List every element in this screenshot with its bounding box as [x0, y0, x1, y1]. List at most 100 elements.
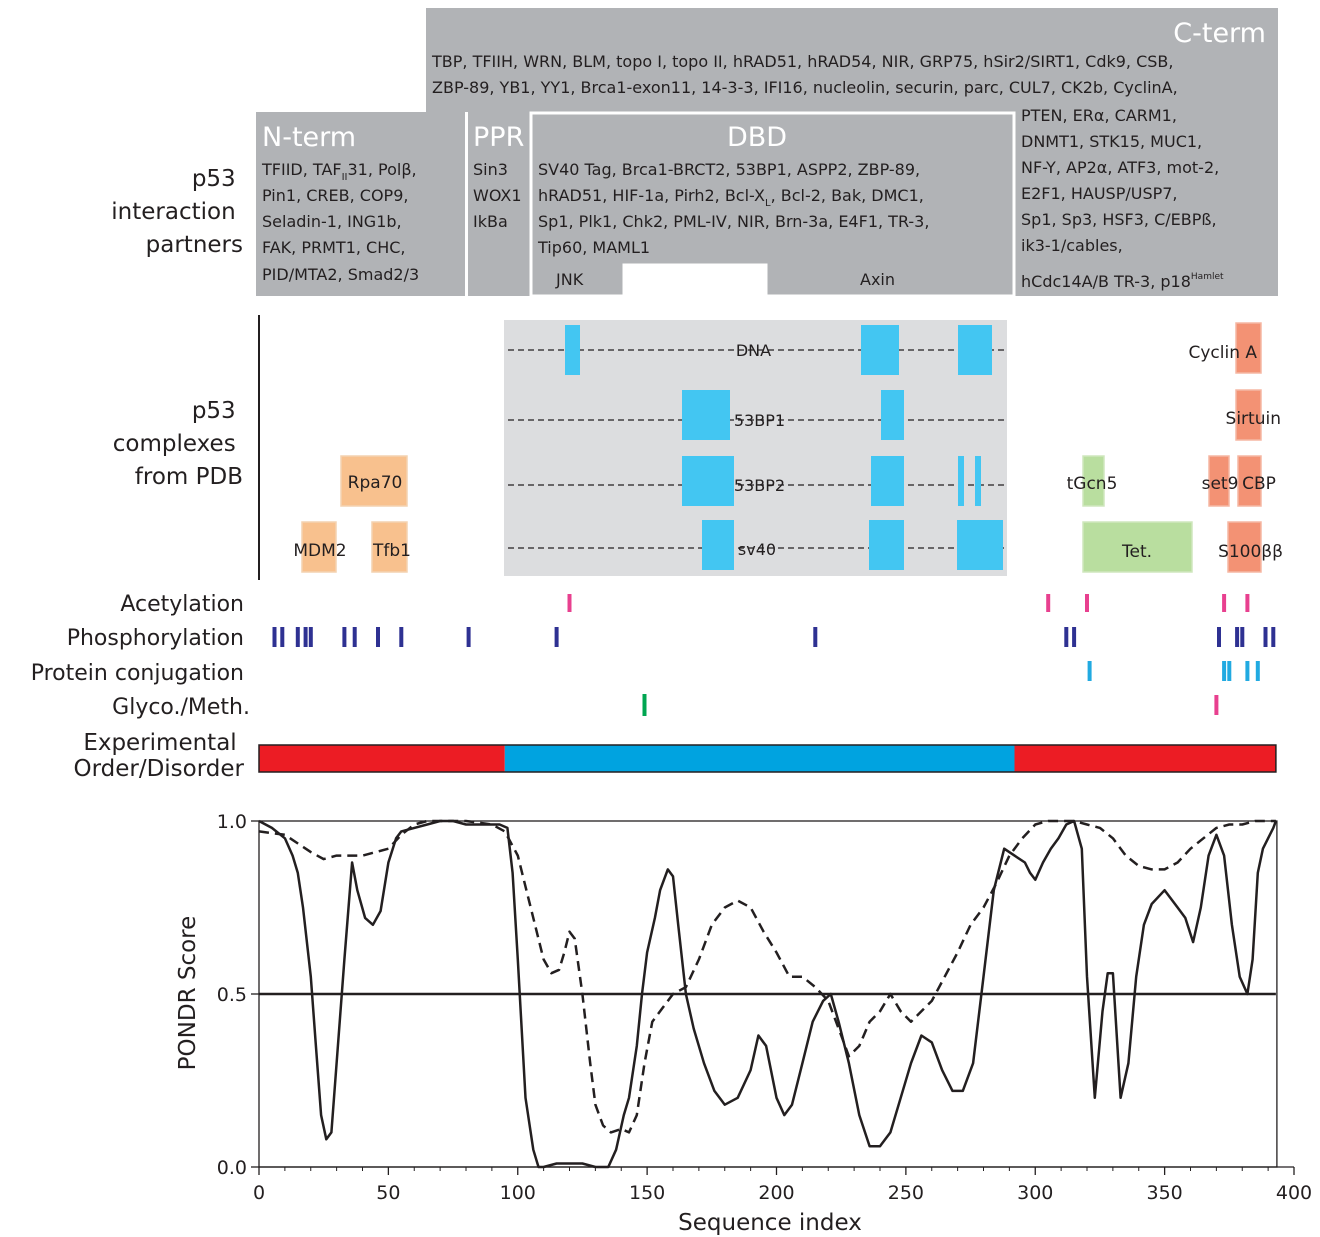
chart-series: [258, 819, 1278, 1169]
complexes-row-label: p53 complexes from PDB: [113, 398, 243, 490]
cyclin-a-box: [1235, 322, 1262, 374]
ptm-site-mark: [1064, 627, 1069, 647]
cterm-complex-boxes: [1208, 322, 1262, 573]
tgcn5-label: tGcn5: [1067, 474, 1118, 494]
nterm-complex-boxes: [301, 455, 408, 573]
ptm-site-marks: [272, 594, 1276, 716]
ptm-site-mark: [813, 627, 818, 647]
solid-series-line: [258, 819, 1278, 1169]
dbd-region: [529, 111, 1016, 298]
mdm2-label: MDM2: [293, 541, 346, 561]
cbp-box: [1237, 455, 1262, 507]
ptm-label-conjugation: Protein conjugation: [31, 661, 244, 686]
ptm-label-glyco: Glyco./Meth.: [112, 695, 250, 720]
set9-box: [1208, 455, 1230, 507]
ptm-site-mark: [295, 627, 300, 647]
x-tick-label: 200: [758, 1182, 794, 1204]
ptm-site-mark: [1217, 627, 1221, 647]
dbd-background: [504, 320, 1007, 576]
ptm-site-mark: [272, 627, 277, 647]
order-disorder-bar: [258, 744, 1277, 773]
rpa70-box: [340, 455, 408, 507]
x-axis-title: Sequence index: [678, 1210, 862, 1236]
chart-axes: 0 50 100 150 200 250 300 350 400 0.0 0.5 1.0: [217, 811, 1312, 1204]
x-tick-label: 50: [376, 1182, 400, 1204]
ptm-site-mark: [1227, 661, 1232, 681]
ppr-text: Sin3 WOX1 IkBa: [473, 160, 527, 231]
x-tick-label: 250: [888, 1182, 924, 1204]
53bp1-contact-box: [881, 390, 904, 440]
y-tick-label: 0.5: [217, 984, 247, 1006]
ptm-site-mark: [376, 627, 380, 647]
ptm-site-mark: [554, 627, 559, 647]
order-disorder-panel: Experimental Order/Disorder: [73, 730, 1277, 782]
53bp2-contact-box: [871, 456, 904, 506]
order-segment: [259, 745, 505, 772]
tet-label: Tet.: [1121, 542, 1152, 562]
pdb-complexes-panel: p53 complexes from PDB DNA 53: [113, 315, 1283, 580]
sv40-contact-box: [869, 520, 904, 570]
ptm-site-mark: [399, 627, 404, 647]
cterm-title: C-term: [1173, 18, 1266, 49]
dbd-title: DBD: [727, 122, 787, 153]
x-tick-label: 350: [1146, 1182, 1182, 1204]
ptm-site-mark: [466, 627, 471, 647]
ptm-site-mark: [1085, 594, 1089, 612]
set9-label: set9: [1202, 474, 1239, 494]
interaction-partners-panel: p53 interaction partners C-term TBP, TFI…: [111, 8, 1278, 298]
tfb1-label: Tfb1: [372, 541, 411, 561]
ptm-label-phosphorylation: Phosphorylation: [67, 626, 244, 651]
ptm-site-mark: [280, 627, 285, 647]
x-tick-label: 0: [253, 1182, 265, 1204]
interaction-row-label: p53 interaction partners: [111, 166, 243, 258]
order-label: Experimental Order/Disorder: [73, 730, 244, 782]
dbd-axin: Axin: [860, 270, 895, 289]
ptm-site-mark: [1263, 627, 1268, 647]
dbd-complex-boxes: [565, 325, 1003, 570]
cterm-region: [426, 8, 1278, 296]
ppr-region: [468, 112, 530, 296]
y-tick-label: 0.0: [217, 1157, 247, 1179]
x-tick-label: 100: [500, 1182, 536, 1204]
ptm-site-mark: [352, 627, 357, 647]
dna-contact-box: [565, 325, 580, 375]
dna-contact-box: [861, 325, 899, 375]
53bp2-contact-box: [958, 456, 964, 506]
s100-box: [1227, 521, 1262, 573]
tgcn5-box: [1082, 455, 1105, 507]
tet-boxes: [1082, 455, 1193, 573]
x-tick-label: 300: [1017, 1182, 1053, 1204]
ptm-site-mark: [567, 594, 572, 612]
dbd-text-line1: SV40 Tag, Brca1-BRCT2, 53BP1, ASPP2, ZBP…: [538, 160, 920, 179]
nterm-title: N-term: [262, 122, 356, 153]
ptm-site-mark: [1271, 627, 1276, 647]
y-tick-label: 1.0: [217, 811, 247, 833]
pondr-chart: 0 50 100 150 200 250 300 350 400 0.0 0.5 1.0 Sequen…: [175, 811, 1312, 1236]
x-tick-label: 150: [629, 1182, 665, 1204]
ptm-site-mark: [642, 694, 647, 716]
dashed-series-line: [258, 819, 1276, 1134]
ptm-site-mark: [1245, 594, 1250, 612]
nterm-text-line1: TFIID, TAFII31, Polβ,: [261, 160, 417, 183]
tet-box: [1082, 521, 1193, 573]
order-segment: [1014, 745, 1276, 772]
ptm-site-mark: [1240, 627, 1245, 647]
ptm-site-mark: [1072, 627, 1077, 647]
dna-contact-box: [958, 325, 992, 375]
cterm-last-line: hCdc14A/B TR-3, p18Hamlet: [1021, 272, 1224, 291]
dbd-text-line2: hRAD51, HIF-1a, Pirh2, Bcl-XL, Bcl-2, Ba…: [538, 186, 924, 209]
53bp1-contact-box: [682, 390, 730, 440]
cterm-side-text: PTEN, ERα, CARM1, DNMT1, STK15, MUC1, NF…: [1021, 106, 1224, 255]
ptm-site-mark: [1235, 627, 1240, 647]
ptm-site-mark: [1087, 661, 1092, 681]
ptm-site-mark: [1245, 661, 1250, 681]
cbp-label: CBP: [1242, 474, 1276, 494]
sv40-contact-box: [957, 520, 1003, 570]
ptm-site-mark: [1222, 594, 1227, 612]
rpa70-label: Rpa70: [348, 473, 403, 493]
dbd-text: Sp1, Plk1, Chk2, PML-IV, NIR, Brn-3a, E4…: [537, 212, 935, 257]
dbd-row-labels: DNA 53BP1 53BP2 sv40: [734, 341, 790, 559]
nterm-text: Pin1, CREB, COP9, Seladin-1, ING1b, FAK,…: [262, 186, 419, 284]
ptm-site-mark: [1222, 661, 1227, 681]
